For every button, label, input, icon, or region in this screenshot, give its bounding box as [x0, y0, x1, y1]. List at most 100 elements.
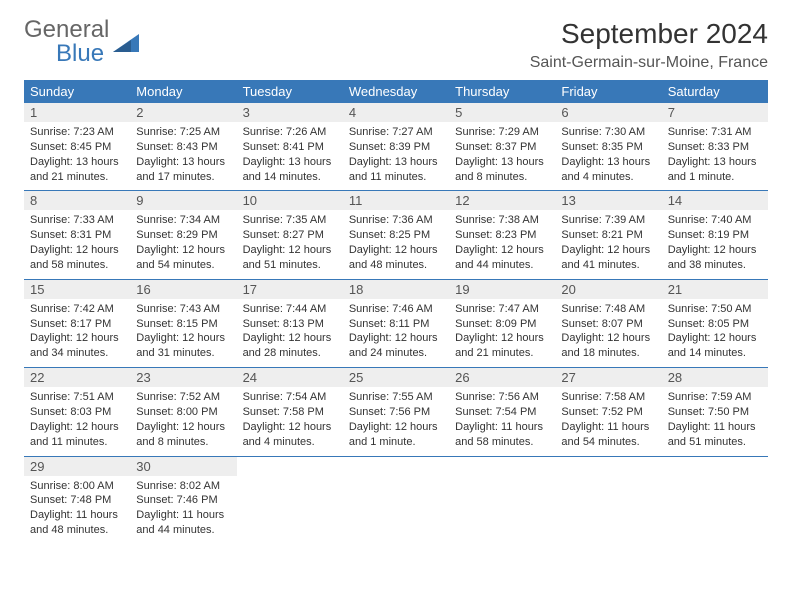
day-number: 2 [130, 103, 236, 122]
calendar-day-cell: 3Sunrise: 7:26 AMSunset: 8:41 PMDaylight… [237, 103, 343, 190]
calendar-day-cell: 14Sunrise: 7:40 AMSunset: 8:19 PMDayligh… [662, 191, 768, 278]
day-detail: Sunrise: 7:26 AMSunset: 8:41 PMDaylight:… [237, 122, 343, 190]
day-detail: Sunrise: 7:30 AMSunset: 8:35 PMDaylight:… [555, 122, 661, 190]
calendar-day-cell: 15Sunrise: 7:42 AMSunset: 8:17 PMDayligh… [24, 280, 130, 367]
calendar-day-cell: 5Sunrise: 7:29 AMSunset: 8:37 PMDaylight… [449, 103, 555, 190]
day-detail: Sunrise: 8:00 AMSunset: 7:48 PMDaylight:… [24, 476, 130, 544]
day-number: 1 [24, 103, 130, 122]
location-subtitle: Saint-Germain-sur-Moine, France [530, 54, 768, 72]
brand-bottom: Blue [56, 40, 104, 67]
calendar-day-cell: 4Sunrise: 7:27 AMSunset: 8:39 PMDaylight… [343, 103, 449, 190]
day-number: 25 [343, 368, 449, 387]
calendar-day-cell: 10Sunrise: 7:35 AMSunset: 8:27 PMDayligh… [237, 191, 343, 278]
weekday-header: Saturday [662, 80, 768, 103]
day-number: 28 [662, 368, 768, 387]
empty-day [662, 457, 768, 519]
day-detail: Sunrise: 7:39 AMSunset: 8:21 PMDaylight:… [555, 210, 661, 278]
brand-logo: General GeBlue [24, 18, 139, 66]
day-detail: Sunrise: 7:43 AMSunset: 8:15 PMDaylight:… [130, 299, 236, 367]
empty-day [555, 457, 661, 519]
calendar-day-cell: 16Sunrise: 7:43 AMSunset: 8:15 PMDayligh… [130, 280, 236, 367]
calendar-day-cell [343, 457, 449, 544]
calendar-day-cell: 29Sunrise: 8:00 AMSunset: 7:48 PMDayligh… [24, 457, 130, 544]
day-detail: Sunrise: 7:35 AMSunset: 8:27 PMDaylight:… [237, 210, 343, 278]
day-detail: Sunrise: 7:55 AMSunset: 7:56 PMDaylight:… [343, 387, 449, 455]
day-number: 20 [555, 280, 661, 299]
day-detail: Sunrise: 7:40 AMSunset: 8:19 PMDaylight:… [662, 210, 768, 278]
calendar-day-cell: 17Sunrise: 7:44 AMSunset: 8:13 PMDayligh… [237, 280, 343, 367]
calendar-day-cell [237, 457, 343, 544]
day-detail: Sunrise: 7:46 AMSunset: 8:11 PMDaylight:… [343, 299, 449, 367]
weekday-header: Tuesday [237, 80, 343, 103]
day-number: 29 [24, 457, 130, 476]
calendar-day-cell: 1Sunrise: 7:23 AMSunset: 8:45 PMDaylight… [24, 103, 130, 190]
calendar-week-row: 15Sunrise: 7:42 AMSunset: 8:17 PMDayligh… [24, 279, 768, 367]
day-detail: Sunrise: 7:23 AMSunset: 8:45 PMDaylight:… [24, 122, 130, 190]
day-number: 30 [130, 457, 236, 476]
day-number: 11 [343, 191, 449, 210]
calendar-day-cell: 26Sunrise: 7:56 AMSunset: 7:54 PMDayligh… [449, 368, 555, 455]
header: General GeBlue September 2024 Saint-Germ… [24, 18, 768, 72]
day-detail: Sunrise: 7:51 AMSunset: 8:03 PMDaylight:… [24, 387, 130, 455]
weekday-header: Sunday [24, 80, 130, 103]
day-detail: Sunrise: 7:29 AMSunset: 8:37 PMDaylight:… [449, 122, 555, 190]
day-detail: Sunrise: 8:02 AMSunset: 7:46 PMDaylight:… [130, 476, 236, 544]
day-detail: Sunrise: 7:34 AMSunset: 8:29 PMDaylight:… [130, 210, 236, 278]
day-number: 26 [449, 368, 555, 387]
calendar-day-cell: 9Sunrise: 7:34 AMSunset: 8:29 PMDaylight… [130, 191, 236, 278]
calendar-week-row: 8Sunrise: 7:33 AMSunset: 8:31 PMDaylight… [24, 190, 768, 278]
weekday-header: Friday [555, 80, 661, 103]
day-detail: Sunrise: 7:44 AMSunset: 8:13 PMDaylight:… [237, 299, 343, 367]
calendar-week-row: 22Sunrise: 7:51 AMSunset: 8:03 PMDayligh… [24, 367, 768, 455]
day-number: 18 [343, 280, 449, 299]
calendar-day-cell [449, 457, 555, 544]
day-number: 21 [662, 280, 768, 299]
page-title: September 2024 [530, 18, 768, 50]
brand-triangle-icon [109, 28, 139, 57]
day-number: 3 [237, 103, 343, 122]
day-number: 4 [343, 103, 449, 122]
calendar-day-cell: 18Sunrise: 7:46 AMSunset: 8:11 PMDayligh… [343, 280, 449, 367]
day-detail: Sunrise: 7:33 AMSunset: 8:31 PMDaylight:… [24, 210, 130, 278]
calendar-day-cell: 12Sunrise: 7:38 AMSunset: 8:23 PMDayligh… [449, 191, 555, 278]
day-detail: Sunrise: 7:48 AMSunset: 8:07 PMDaylight:… [555, 299, 661, 367]
day-detail: Sunrise: 7:31 AMSunset: 8:33 PMDaylight:… [662, 122, 768, 190]
calendar-week-row: 29Sunrise: 8:00 AMSunset: 7:48 PMDayligh… [24, 456, 768, 544]
day-number: 17 [237, 280, 343, 299]
calendar-day-cell: 30Sunrise: 8:02 AMSunset: 7:46 PMDayligh… [130, 457, 236, 544]
calendar-day-cell: 8Sunrise: 7:33 AMSunset: 8:31 PMDaylight… [24, 191, 130, 278]
calendar-day-cell: 19Sunrise: 7:47 AMSunset: 8:09 PMDayligh… [449, 280, 555, 367]
calendar-day-cell: 28Sunrise: 7:59 AMSunset: 7:50 PMDayligh… [662, 368, 768, 455]
day-detail: Sunrise: 7:47 AMSunset: 8:09 PMDaylight:… [449, 299, 555, 367]
day-number: 14 [662, 191, 768, 210]
day-detail: Sunrise: 7:42 AMSunset: 8:17 PMDaylight:… [24, 299, 130, 367]
day-detail: Sunrise: 7:38 AMSunset: 8:23 PMDaylight:… [449, 210, 555, 278]
calendar-day-cell: 27Sunrise: 7:58 AMSunset: 7:52 PMDayligh… [555, 368, 661, 455]
day-number: 23 [130, 368, 236, 387]
calendar-day-cell: 13Sunrise: 7:39 AMSunset: 8:21 PMDayligh… [555, 191, 661, 278]
day-number: 6 [555, 103, 661, 122]
calendar: Sunday Monday Tuesday Wednesday Thursday… [24, 80, 768, 544]
day-detail: Sunrise: 7:50 AMSunset: 8:05 PMDaylight:… [662, 299, 768, 367]
calendar-day-cell: 11Sunrise: 7:36 AMSunset: 8:25 PMDayligh… [343, 191, 449, 278]
day-detail: Sunrise: 7:59 AMSunset: 7:50 PMDaylight:… [662, 387, 768, 455]
weekday-header: Thursday [449, 80, 555, 103]
day-number: 9 [130, 191, 236, 210]
calendar-day-cell: 24Sunrise: 7:54 AMSunset: 7:58 PMDayligh… [237, 368, 343, 455]
day-number: 10 [237, 191, 343, 210]
brand-top: General [24, 16, 109, 43]
day-number: 24 [237, 368, 343, 387]
day-detail: Sunrise: 7:25 AMSunset: 8:43 PMDaylight:… [130, 122, 236, 190]
calendar-day-cell [662, 457, 768, 544]
day-number: 27 [555, 368, 661, 387]
day-number: 5 [449, 103, 555, 122]
day-number: 12 [449, 191, 555, 210]
empty-day [237, 457, 343, 519]
day-detail: Sunrise: 7:58 AMSunset: 7:52 PMDaylight:… [555, 387, 661, 455]
day-number: 13 [555, 191, 661, 210]
calendar-day-cell: 22Sunrise: 7:51 AMSunset: 8:03 PMDayligh… [24, 368, 130, 455]
calendar-day-cell: 7Sunrise: 7:31 AMSunset: 8:33 PMDaylight… [662, 103, 768, 190]
calendar-day-cell: 21Sunrise: 7:50 AMSunset: 8:05 PMDayligh… [662, 280, 768, 367]
calendar-day-cell: 25Sunrise: 7:55 AMSunset: 7:56 PMDayligh… [343, 368, 449, 455]
calendar-day-cell [555, 457, 661, 544]
